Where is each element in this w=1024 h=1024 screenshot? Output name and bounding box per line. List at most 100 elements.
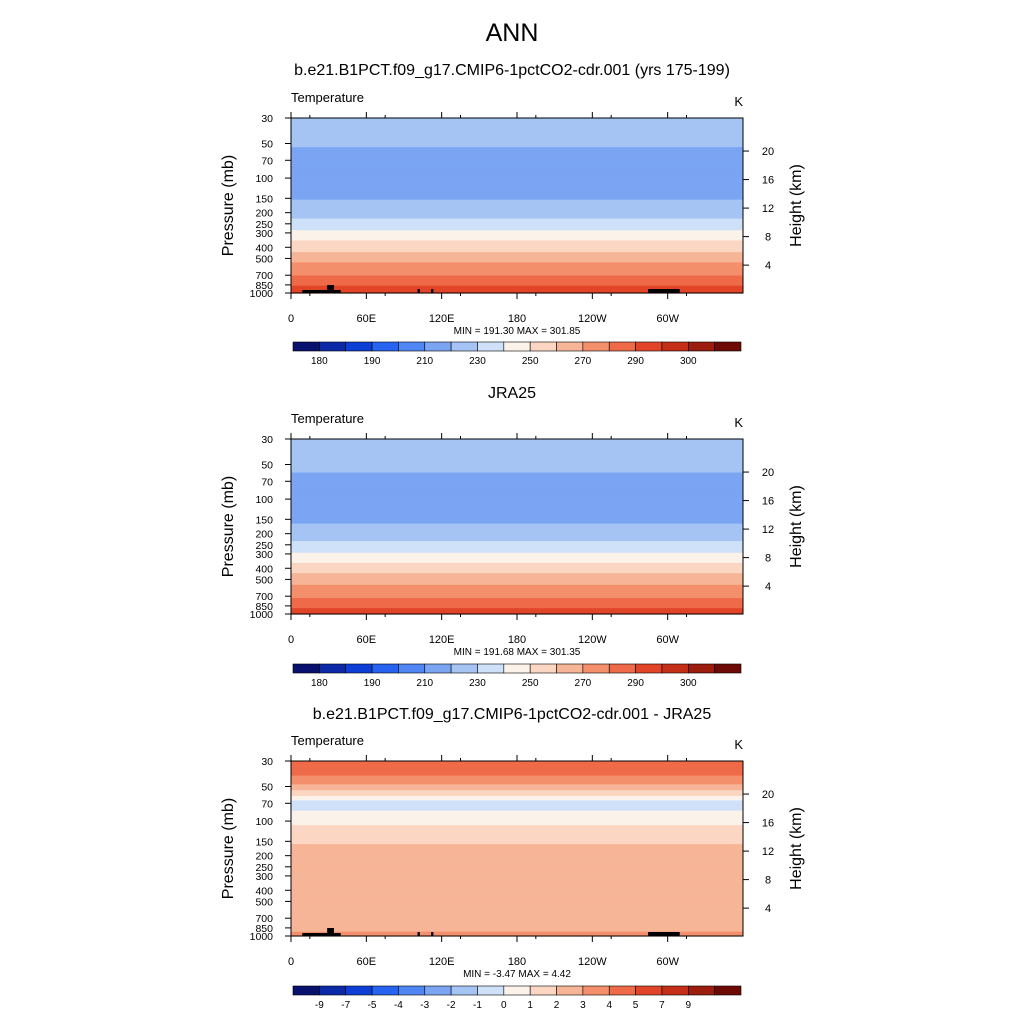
heatmap-band xyxy=(291,227,743,230)
heatmap-band xyxy=(291,164,743,167)
heatmap-band xyxy=(291,221,743,224)
heatmap-band xyxy=(291,269,743,272)
heatmap-band xyxy=(291,533,743,536)
heatmap-band xyxy=(291,154,743,157)
colorbar-label: 250 xyxy=(522,678,539,689)
heatmap-band xyxy=(291,775,743,778)
heatmap-band xyxy=(291,768,743,771)
heatmap-band xyxy=(291,930,743,933)
y-axis-title: Pressure (mb) xyxy=(220,798,237,899)
heatmap-band xyxy=(291,224,743,227)
heatmap-band xyxy=(291,822,743,825)
heatmap-band xyxy=(291,542,743,545)
colorbar-swatch xyxy=(477,663,505,674)
heatmap-band xyxy=(291,126,743,129)
heatmap-band xyxy=(291,457,743,461)
heatmap-band xyxy=(291,858,743,861)
height-tick-label: 4 xyxy=(765,581,771,593)
heatmap-band xyxy=(291,176,743,179)
heatmap-band xyxy=(291,887,743,890)
heatmap-band xyxy=(291,475,743,478)
heatmap-band xyxy=(291,119,743,122)
colorbar-swatch xyxy=(608,663,636,674)
x-tick-label: 180 xyxy=(508,956,526,968)
heatmap-band xyxy=(291,180,743,183)
colorbar-swatch xyxy=(503,341,531,352)
heatmap-band xyxy=(291,190,743,193)
heatmap-band xyxy=(291,517,743,520)
heatmap-band xyxy=(291,803,743,806)
colorbar-label: -7 xyxy=(341,1000,350,1011)
heatmap-band xyxy=(291,763,743,766)
heatmap-band xyxy=(291,866,743,869)
heatmap-band xyxy=(291,179,743,182)
heatmap-band xyxy=(291,596,743,599)
colorbar-swatch xyxy=(477,341,505,352)
heatmap-band xyxy=(291,561,743,564)
colorbar-label: 300 xyxy=(680,678,697,689)
heatmap-band xyxy=(291,549,743,552)
heatmap-band xyxy=(291,877,743,880)
heatmap-band xyxy=(291,171,743,175)
heatmap-band xyxy=(291,281,743,284)
colorbar-swatch xyxy=(292,341,320,352)
colorbar-swatch xyxy=(635,663,663,674)
colorbar-swatch xyxy=(714,341,742,352)
heatmap-band xyxy=(291,829,743,832)
y-tick-label: 700 xyxy=(255,913,273,925)
colorbar-label: 4 xyxy=(606,1000,612,1011)
heatmap-band xyxy=(291,905,743,908)
heatmap-band xyxy=(291,928,743,931)
colorbar-swatch xyxy=(398,985,426,996)
heatmap-band xyxy=(291,282,743,285)
heatmap-band xyxy=(291,241,743,245)
heatmap-band xyxy=(291,847,743,850)
heatmap-band xyxy=(291,494,743,497)
heatmap-band xyxy=(291,590,743,593)
colorbar-label: 7 xyxy=(659,1000,665,1011)
heatmap-band xyxy=(291,523,743,526)
heatmap-band xyxy=(291,577,743,580)
heatmap-band xyxy=(291,762,743,765)
heatmap-band xyxy=(291,206,743,210)
heatmap-band xyxy=(291,453,743,456)
heatmap-band xyxy=(291,225,743,228)
heatmap-band xyxy=(291,864,743,867)
heatmap-band xyxy=(291,439,743,442)
heatmap-band xyxy=(291,239,743,242)
heatmap-band xyxy=(291,443,743,446)
y-tick-label: 200 xyxy=(255,529,273,541)
right-corner-label: K xyxy=(734,415,743,430)
heatmap-band xyxy=(291,593,743,596)
heatmap-band xyxy=(291,262,743,265)
heatmap-band xyxy=(291,539,743,542)
heatmap-band xyxy=(291,469,743,472)
heatmap-band xyxy=(291,510,743,513)
colorbar-swatch xyxy=(345,663,373,674)
colorbar-swatch xyxy=(450,341,478,352)
y-tick-label: 100 xyxy=(255,173,273,185)
heatmap-band xyxy=(291,218,743,221)
colorbar-label: 230 xyxy=(469,356,486,367)
heatmap-band xyxy=(291,787,743,790)
heatmap-band xyxy=(291,236,743,239)
colorbar-swatch xyxy=(450,663,478,674)
height-tick-label: 16 xyxy=(762,496,774,508)
y-tick-label: 70 xyxy=(261,155,273,167)
colorbar-swatch xyxy=(503,663,531,674)
x-tick-label: 180 xyxy=(508,634,526,646)
heatmap-band xyxy=(291,761,743,764)
heatmap-band xyxy=(291,823,743,826)
heatmap-band xyxy=(291,551,743,554)
heatmap-band xyxy=(291,260,743,263)
colorbar-swatch xyxy=(371,985,399,996)
x-tick-label: 60E xyxy=(357,956,377,968)
heatmap-band xyxy=(291,558,743,561)
heatmap-band xyxy=(291,202,743,205)
x-tick-label: 60E xyxy=(357,634,377,646)
right-corner-label: K xyxy=(734,94,743,109)
heatmap-band xyxy=(291,250,743,253)
panel-2: Temperature K 0 60E 120E 180 120W 60W 30 50 70 100 1… xyxy=(220,411,805,689)
heatmap-band xyxy=(291,825,743,828)
heatmap-band xyxy=(291,812,743,815)
